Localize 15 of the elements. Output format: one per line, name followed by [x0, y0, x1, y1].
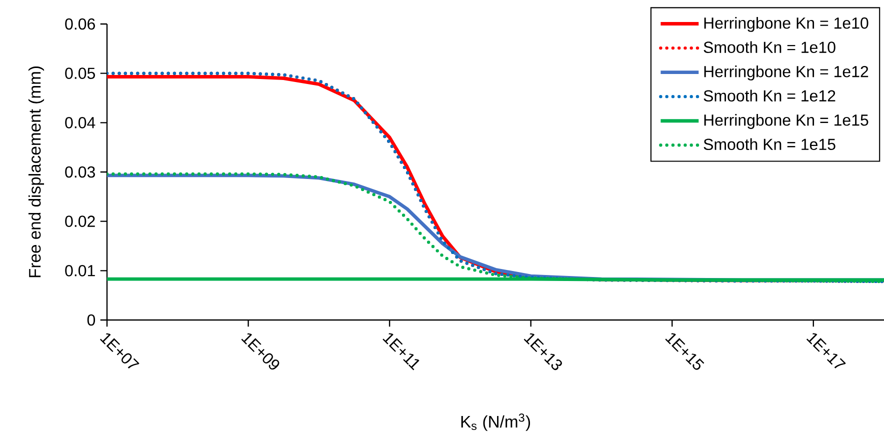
y-tick-label: 0	[87, 314, 96, 326]
legend-label: Smooth Kn = 1e15	[704, 138, 836, 150]
legend-label: Smooth Kn = 1e10	[704, 41, 836, 53]
y-tick-label: 0.02	[65, 216, 95, 227]
y-tick-label: 0.01	[65, 265, 95, 276]
legend-label: Smooth Kn = 1e12	[704, 90, 836, 102]
y-tick-label: 0.05	[65, 68, 95, 79]
y-tick-label: 0.03	[65, 166, 95, 178]
y-tick-label: 0.06	[65, 18, 95, 30]
y-axis-title: Free end displacement (mm)	[28, 66, 44, 278]
legend-label: Herringbone Kn = 1e15	[704, 114, 868, 129]
x-axis-title: K$_{s}$ (N/m$^{3}$)	[461, 414, 530, 431]
legend-label: Herringbone Kn = 1e10	[704, 17, 868, 32]
y-tick-label: 0.04	[65, 117, 96, 128]
legend-label: Herringbone Kn = 1e12	[704, 66, 868, 80]
